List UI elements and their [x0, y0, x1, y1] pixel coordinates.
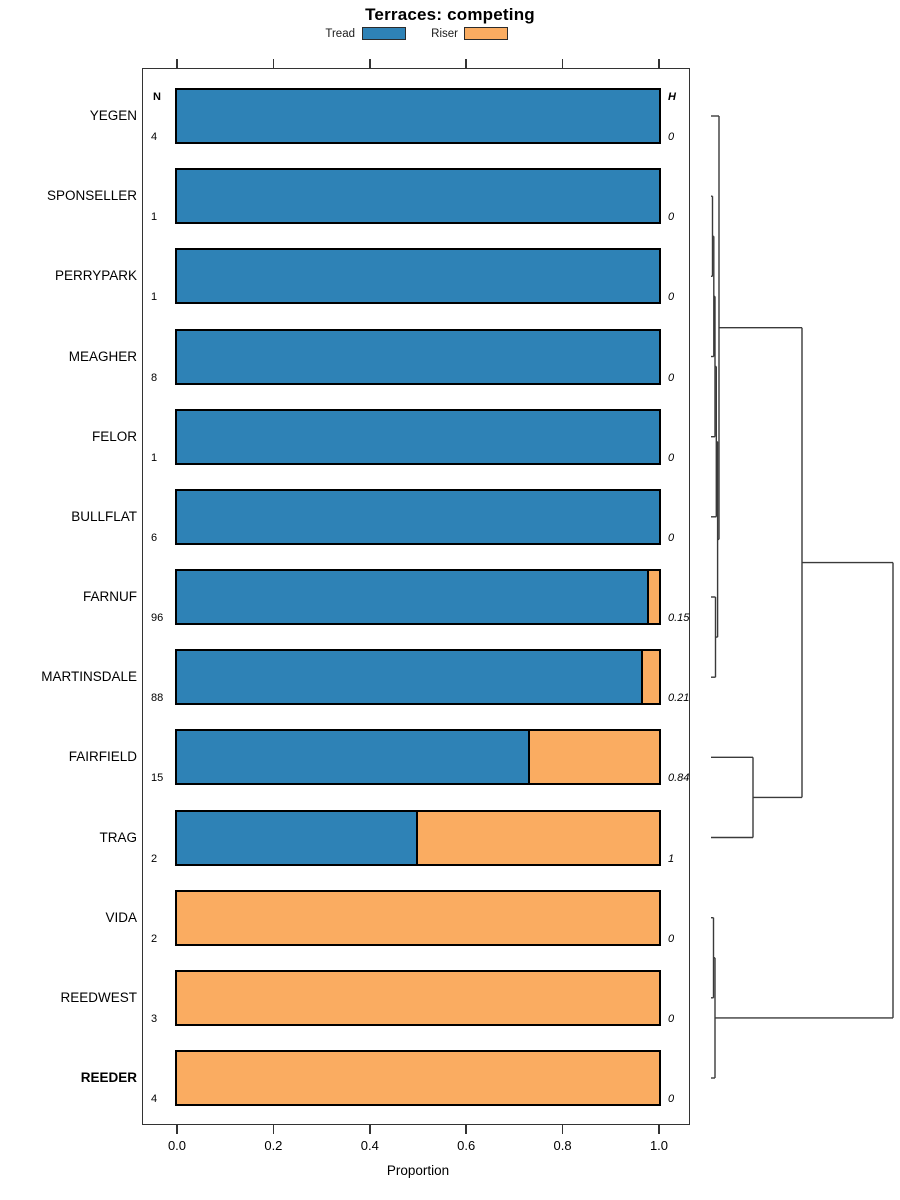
row-label: MARTINSDALE: [41, 669, 137, 685]
h-value: 0: [668, 291, 675, 304]
n-value: 4: [151, 131, 158, 143]
chart-title: Terraces: competing: [365, 5, 535, 24]
h-value: 0.15: [668, 612, 690, 624]
row-label: BULLFLAT: [71, 508, 137, 524]
n-value: 3: [151, 1012, 158, 1025]
row-label: FELOR: [91, 428, 137, 444]
bar: [175, 88, 661, 144]
x-tick-label: 0.0: [167, 1138, 187, 1153]
bar-segment-riser: [177, 891, 659, 944]
bar: [175, 488, 661, 545]
h-value: 0: [668, 932, 675, 945]
x-tick-top: [369, 59, 371, 68]
legend-swatch-tread: [362, 27, 406, 40]
h-value: 0.21: [668, 692, 690, 705]
x-axis-title: Proportion: [386, 1163, 450, 1178]
row-label: FAIRFIELD: [68, 749, 137, 765]
x-tick-label: 0.6: [457, 1138, 476, 1153]
bar-segment-tread: [177, 651, 643, 704]
h-value: 0: [668, 211, 675, 224]
bar-segment-tread: [177, 330, 659, 383]
bar: [175, 1050, 661, 1106]
h-value: 0: [668, 131, 675, 143]
x-tick-bottom: [272, 1125, 275, 1134]
h-value: 0: [668, 451, 675, 464]
x-tick-bottom: [176, 1125, 178, 1134]
n-value: 88: [151, 692, 164, 705]
bar: [175, 168, 661, 225]
h-value: 0.84: [668, 772, 690, 785]
row-label: YEGEN: [89, 108, 137, 123]
row-label: FARNUF: [83, 589, 137, 604]
n-value: 6: [151, 531, 158, 544]
x-tick-label: 1.0: [649, 1138, 669, 1153]
x-tick-top: [658, 59, 660, 68]
x-tick-top: [561, 59, 564, 68]
bar-segment-tread: [177, 410, 659, 463]
n-value: 96: [151, 612, 164, 624]
bar: [175, 408, 661, 465]
bar-segment-tread: [177, 811, 418, 864]
n-value: 15: [151, 772, 164, 785]
bar-segment-riser: [649, 571, 659, 623]
h-value: 0: [668, 1012, 675, 1025]
bar: [175, 569, 661, 625]
bar-segment-tread: [177, 571, 649, 623]
bar-segment-riser: [177, 1052, 659, 1104]
n-value: 2: [151, 932, 158, 945]
bar-segment-riser: [418, 811, 659, 864]
row-label: MEAGHER: [68, 348, 137, 364]
h-value: 1: [668, 852, 675, 865]
x-tick-bottom: [658, 1125, 660, 1134]
n-value: 8: [151, 371, 158, 384]
h-column-header: H: [668, 91, 676, 103]
plot-area: [142, 68, 690, 1125]
x-tick-top: [465, 59, 467, 68]
x-tick-top: [176, 59, 178, 68]
row-label: SPONSELLER: [46, 188, 137, 204]
row-label: PERRYPARK: [54, 268, 137, 284]
bar: [175, 809, 661, 866]
bar: [175, 969, 661, 1026]
h-value: 0: [668, 1093, 675, 1105]
bar-segment-tread: [177, 250, 659, 303]
row-label: REEDER: [80, 1070, 137, 1085]
n-value: 1: [151, 451, 158, 464]
x-tick-top: [272, 59, 275, 68]
bar-segment-tread: [177, 490, 659, 543]
h-value: 0: [668, 531, 675, 544]
h-value: 0: [668, 371, 675, 384]
x-tick-bottom: [561, 1125, 564, 1134]
bar: [175, 729, 661, 786]
bar: [175, 649, 661, 706]
row-label: TRAG: [99, 829, 137, 845]
bar-segment-riser: [530, 731, 659, 784]
n-value: 2: [151, 852, 158, 865]
legend-swatch-riser: [464, 27, 508, 40]
row-label: REEDWEST: [60, 989, 137, 1005]
x-tick-label: 0.2: [264, 1138, 283, 1153]
n-value: 1: [151, 211, 158, 224]
n-value: 1: [151, 291, 158, 304]
dendrogram: [711, 115, 894, 1079]
x-tick-bottom: [465, 1125, 467, 1134]
legend-label-tread: Tread: [325, 28, 355, 40]
bar: [175, 248, 661, 305]
bar-segment-tread: [177, 90, 659, 142]
x-tick-label: 0.8: [553, 1138, 572, 1153]
row-label: VIDA: [105, 909, 137, 925]
bar-segment-tread: [177, 170, 659, 223]
bar-segment-riser: [643, 651, 659, 704]
n-column-header: N: [153, 91, 161, 103]
n-value: 4: [151, 1093, 158, 1105]
bar-segment-riser: [177, 971, 659, 1024]
x-tick-label: 0.4: [360, 1138, 379, 1153]
legend-label-riser: Riser: [431, 28, 458, 40]
bar-segment-tread: [177, 731, 530, 784]
bar: [175, 328, 661, 385]
x-tick-bottom: [369, 1125, 371, 1134]
bar: [175, 889, 661, 946]
